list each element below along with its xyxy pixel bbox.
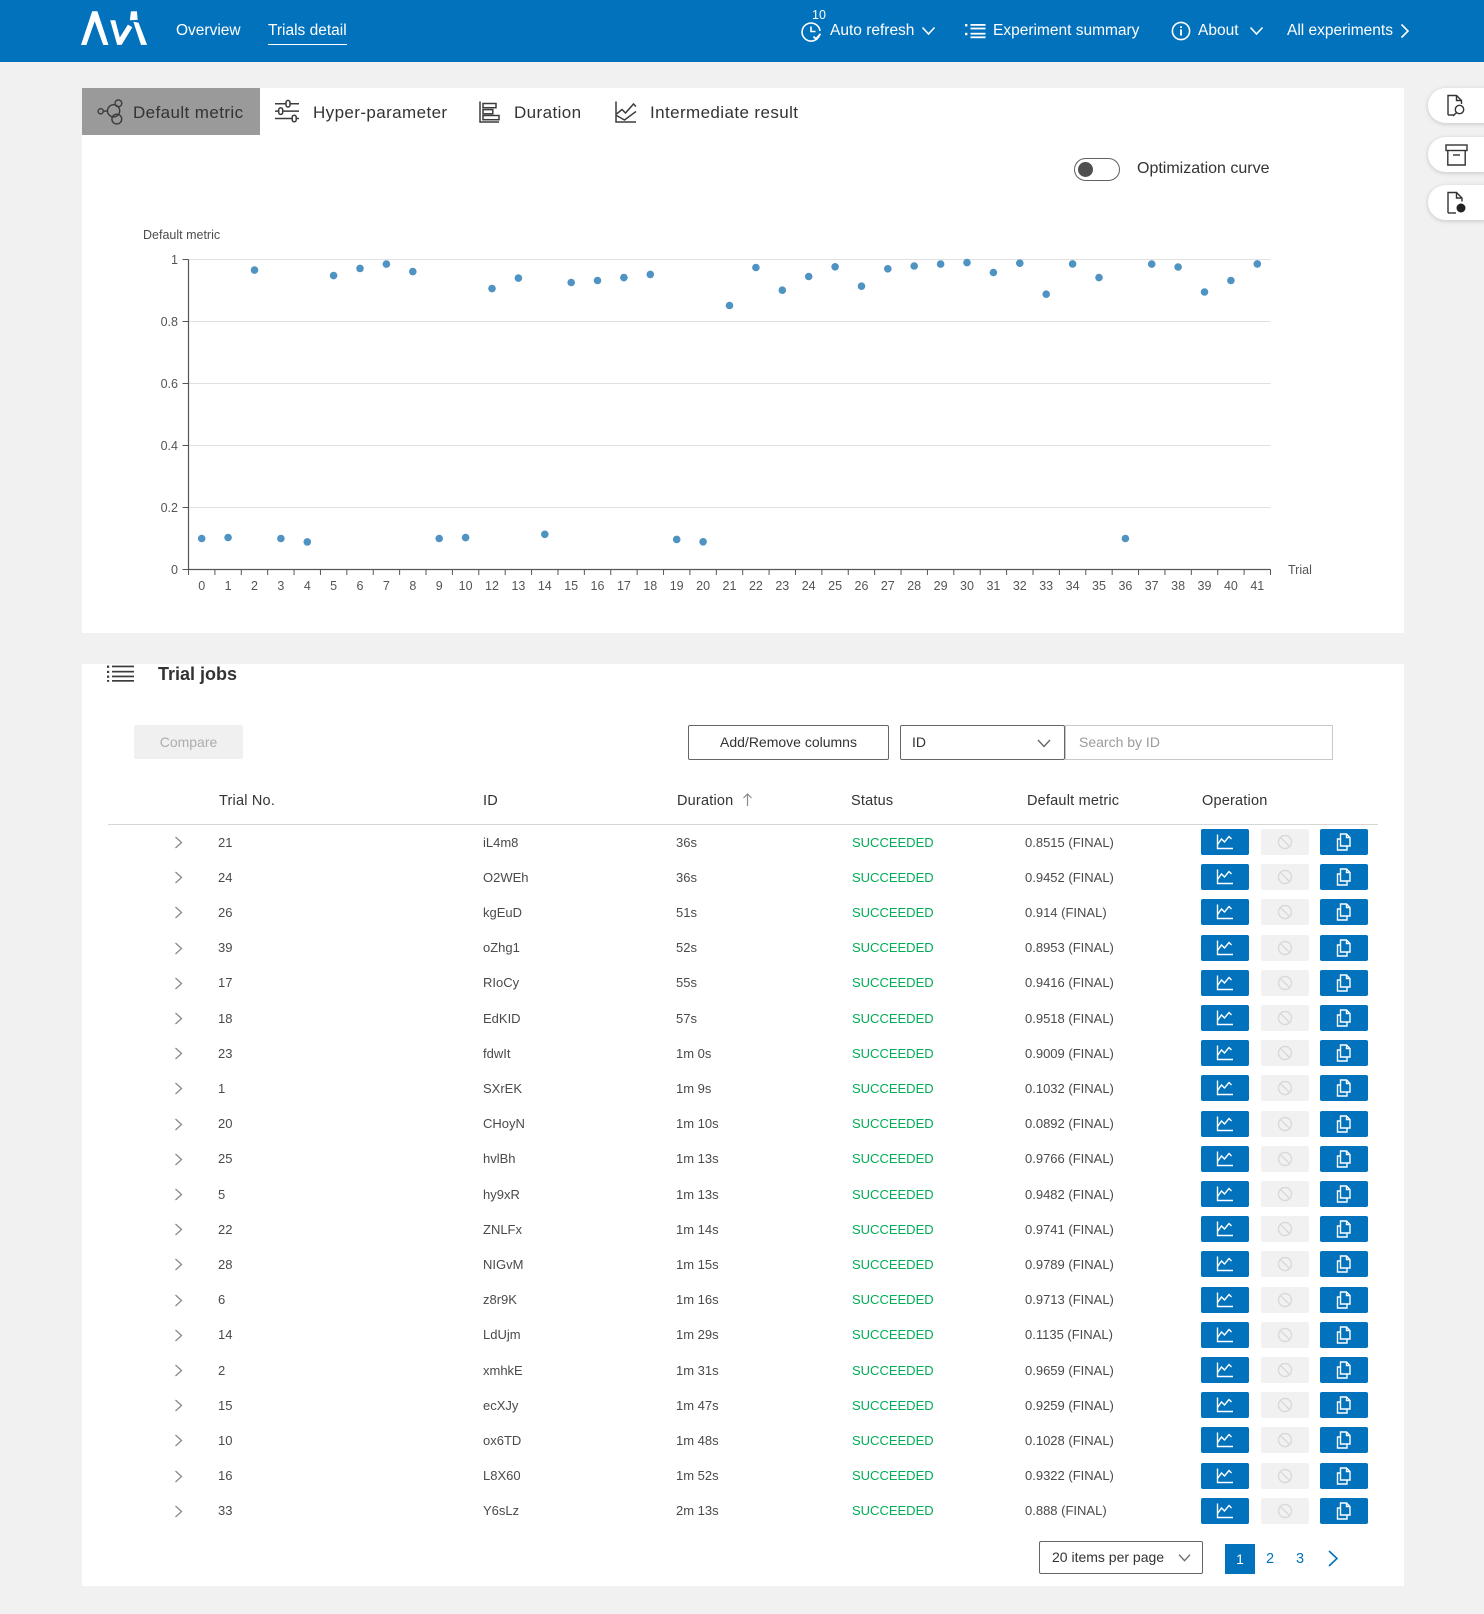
svg-text:13: 13 [511,579,525,593]
svg-text:12: 12 [485,579,499,593]
svg-text:0.4: 0.4 [161,439,178,453]
svg-text:9: 9 [436,579,443,593]
svg-text:16: 16 [591,579,605,593]
svg-text:19: 19 [670,579,684,593]
svg-text:35: 35 [1092,579,1106,593]
svg-text:21: 21 [723,579,737,593]
svg-text:7: 7 [383,579,390,593]
svg-text:30: 30 [960,579,974,593]
svg-text:32: 32 [1013,579,1027,593]
svg-text:0.6: 0.6 [161,377,178,391]
svg-text:23: 23 [775,579,789,593]
svg-text:14: 14 [538,579,552,593]
svg-text:8: 8 [409,579,416,593]
svg-text:38: 38 [1171,579,1185,593]
svg-text:22: 22 [749,579,763,593]
svg-text:33: 33 [1039,579,1053,593]
svg-text:Trial: Trial [1288,563,1312,577]
svg-text:6: 6 [357,579,364,593]
svg-text:25: 25 [828,579,842,593]
svg-text:4: 4 [304,579,311,593]
svg-text:0: 0 [198,579,205,593]
svg-text:29: 29 [934,579,948,593]
svg-text:26: 26 [855,579,869,593]
svg-text:24: 24 [802,579,816,593]
svg-text:39: 39 [1198,579,1212,593]
svg-text:17: 17 [617,579,631,593]
svg-text:31: 31 [986,579,1000,593]
svg-text:0: 0 [171,563,178,577]
svg-text:10: 10 [459,579,473,593]
svg-text:28: 28 [907,579,921,593]
svg-text:1: 1 [225,579,232,593]
svg-text:5: 5 [330,579,337,593]
svg-text:40: 40 [1224,579,1238,593]
svg-text:37: 37 [1145,579,1159,593]
svg-text:0.2: 0.2 [161,501,178,515]
svg-text:18: 18 [643,579,657,593]
svg-text:34: 34 [1066,579,1080,593]
svg-text:20: 20 [696,579,710,593]
svg-text:1: 1 [171,253,178,267]
svg-text:0.8: 0.8 [161,315,178,329]
svg-text:27: 27 [881,579,895,593]
svg-text:Default metric: Default metric [143,228,220,242]
svg-text:3: 3 [277,579,284,593]
svg-text:15: 15 [564,579,578,593]
svg-text:41: 41 [1250,579,1264,593]
svg-text:2: 2 [251,579,258,593]
svg-text:36: 36 [1118,579,1132,593]
